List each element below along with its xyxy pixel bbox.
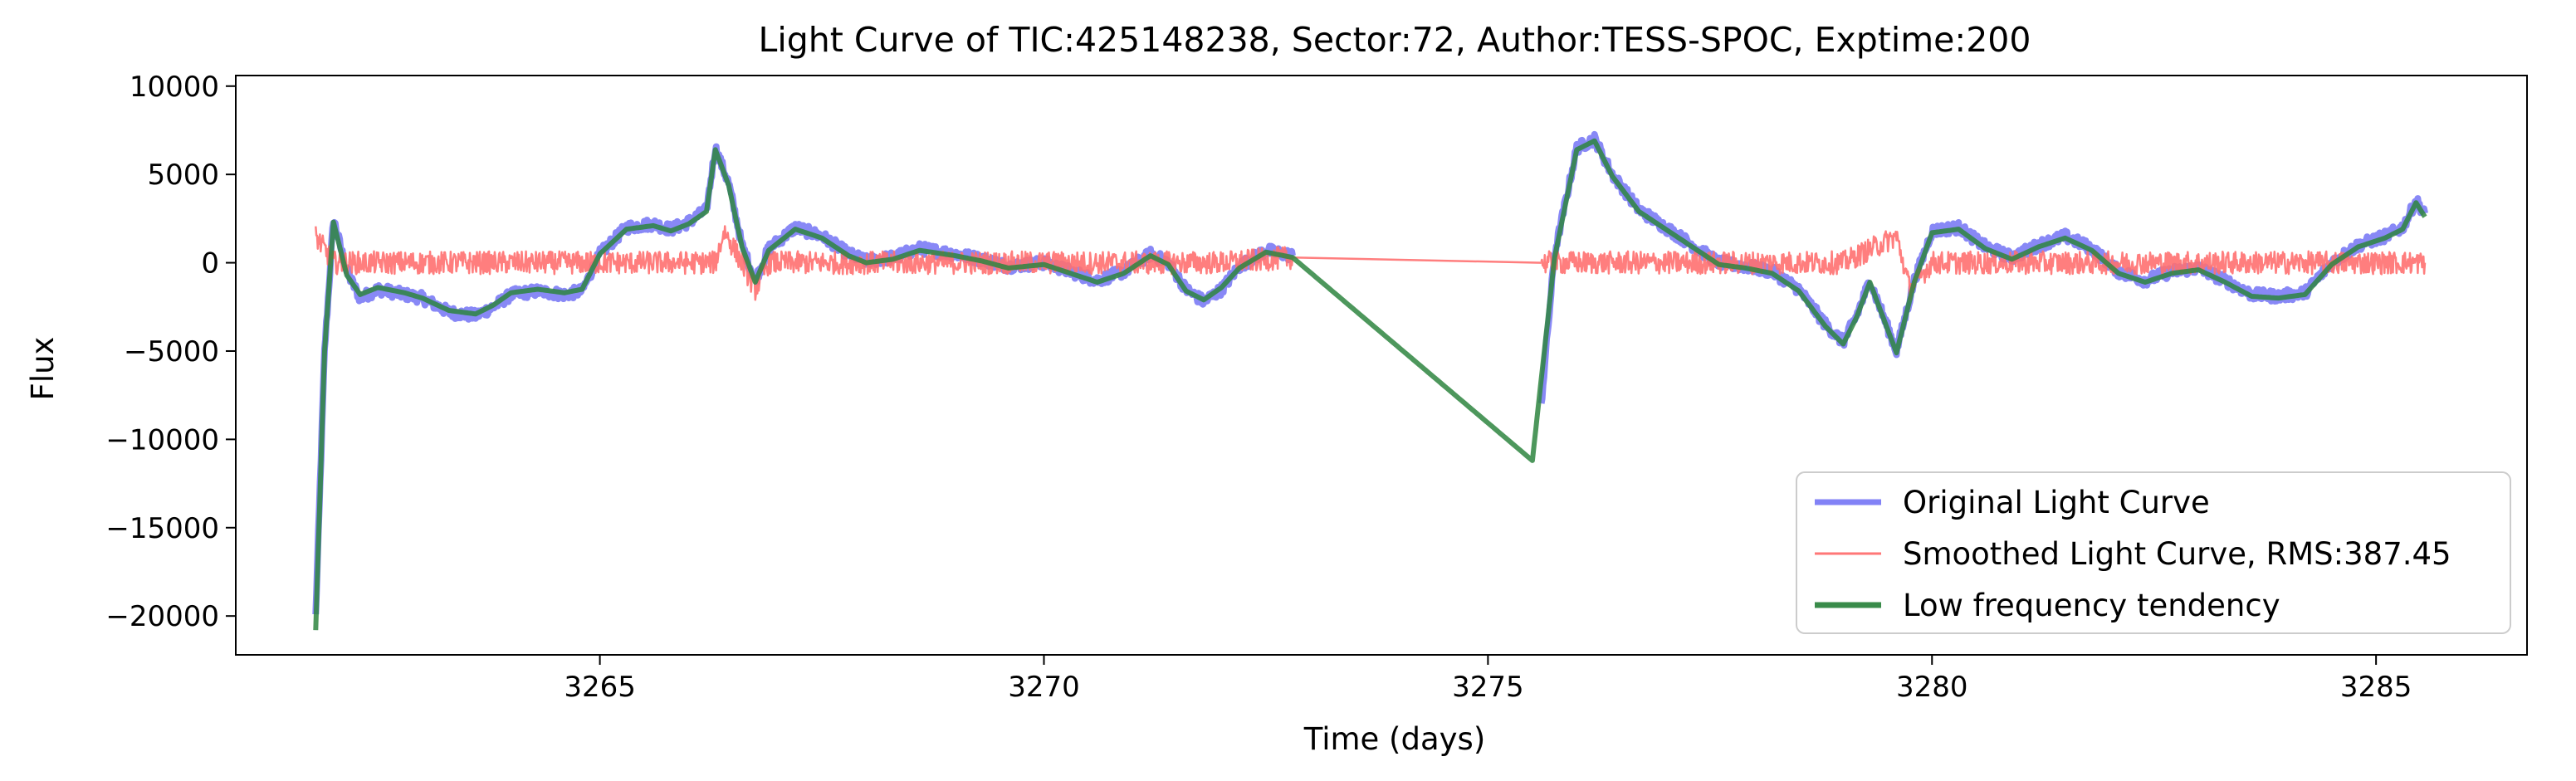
y-tick-label: 0 (201, 247, 219, 281)
series-line-1-segment-0 (315, 225, 1294, 301)
y-tick-label: −10000 (105, 423, 219, 456)
x-tick-label: 3275 (1452, 671, 1524, 704)
y-axis-label: Flux (25, 337, 61, 401)
x-axis-label: Time (days) (1303, 721, 1486, 757)
series-layer (312, 130, 2428, 631)
y-tick-label: −15000 (105, 512, 219, 545)
series-line-1-segment-2 (1540, 230, 2427, 301)
series-line-1-segment-1 (1292, 256, 1542, 264)
legend: Original Light Curve Smoothed Light Curv… (1796, 471, 2511, 634)
y-tick-label: 10000 (130, 71, 219, 104)
series-line-2-segment-0 (313, 138, 2427, 631)
legend-label-smoothed: Smoothed Light Curve, RMS:387.45 (1903, 536, 2451, 572)
x-axis: 3265 3270 3275 3280 3285 (564, 655, 2412, 704)
legend-label-trend: Low frequency tendency (1903, 588, 2280, 623)
y-tick-label: −20000 (105, 600, 219, 633)
plot-frame (235, 75, 2528, 656)
y-tick-label: −5000 (124, 335, 219, 369)
x-tick-label: 3280 (1896, 671, 1968, 704)
chart-title: Light Curve of TIC:425148238, Sector:72,… (759, 20, 2031, 60)
x-tick-label: 3285 (2340, 671, 2412, 704)
y-axis: 10000 5000 0 −5000 −10000 −15000 −20000 (105, 71, 236, 633)
x-tick-label: 3270 (1008, 671, 1080, 704)
y-tick-label: 5000 (147, 159, 219, 192)
legend-label-original: Original Light Curve (1903, 485, 2210, 520)
legend-frame (1796, 471, 2511, 634)
x-tick-label: 3265 (564, 671, 636, 704)
